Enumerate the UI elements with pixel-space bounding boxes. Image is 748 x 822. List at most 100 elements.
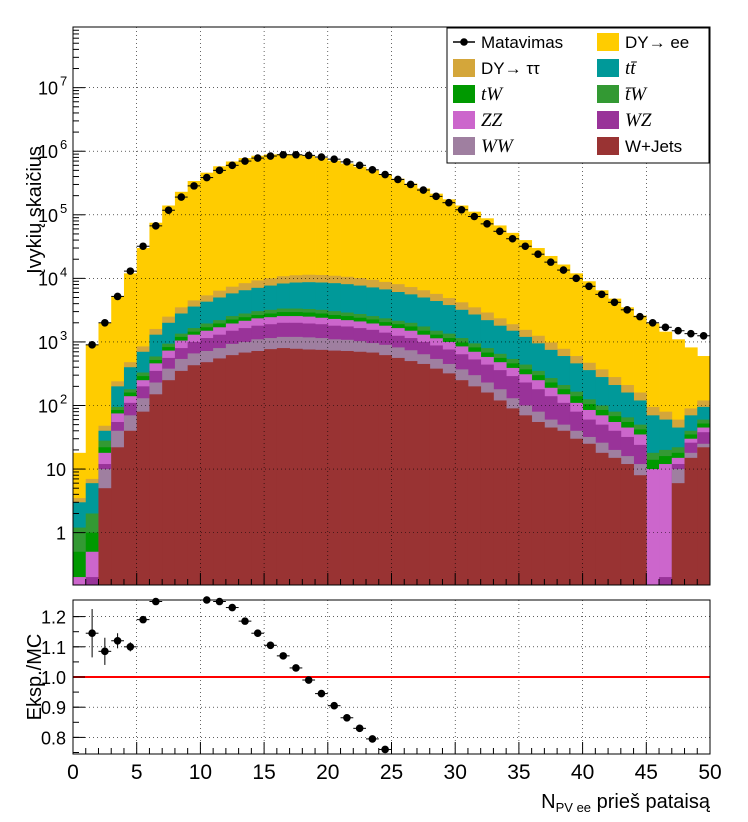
bar-wjets (162, 380, 176, 585)
x-tick-label: 20 (316, 761, 339, 784)
ratio-x-ticks: 0 5 10 15 20 25 30 35 40 45 50 (67, 742, 722, 784)
ratio-point (126, 643, 135, 651)
data-point (546, 258, 555, 266)
data-point (483, 220, 491, 228)
bar-zz (85, 551, 99, 585)
bar-wjets (416, 363, 431, 585)
data-point (432, 192, 440, 201)
data-point (610, 298, 619, 307)
x-tick-label: 25 (380, 761, 403, 784)
data-point (534, 250, 542, 258)
x-tick-label: 40 (571, 761, 594, 784)
legend-label-data: Matavimas (481, 33, 563, 52)
bar-wjets (671, 483, 685, 585)
legend-swatch-ttbar (597, 59, 619, 77)
data-point (343, 158, 351, 166)
data-point (215, 166, 224, 175)
data-point (355, 161, 364, 170)
data-point (521, 242, 530, 251)
x-tick-label: 5 (131, 761, 143, 784)
data-point (292, 150, 300, 159)
data-point (406, 180, 415, 189)
bar-wjets (429, 368, 443, 585)
legend-label-ttbar: tt̄ (625, 58, 637, 79)
legend-swatch-tw (453, 85, 475, 103)
data-point (419, 186, 428, 194)
bar-wjets (391, 357, 405, 585)
ratio-y-tick-label: 1.2 (41, 608, 66, 628)
bar-wjets (187, 365, 201, 585)
legend-label-zz: ZZ (481, 110, 503, 131)
main-data-points (85, 150, 710, 349)
bar-wjets (251, 350, 265, 585)
data-point (228, 161, 237, 170)
legend-label-dytt: DY→ ττ (481, 59, 540, 78)
data-point (495, 227, 504, 236)
ratio-point (368, 735, 377, 743)
x-tick-label: 30 (444, 761, 467, 784)
data-point (585, 282, 593, 291)
legend-swatch-wz (597, 111, 619, 129)
y-tick-label: 10 (46, 460, 66, 480)
x-tick-label: 45 (635, 761, 658, 784)
ratio-point (101, 647, 109, 656)
bar-wjets (315, 349, 329, 585)
y-tick-label: 10 (38, 142, 58, 162)
bar-wjets (544, 427, 558, 585)
bar-zz (659, 464, 673, 585)
bar-wjets (174, 370, 189, 585)
bar-wjets (200, 362, 214, 585)
legend: Matavimas DY→ ee DY→ ττ tt̄ tW t̄W ZZ WZ WW W+Jet… (446, 27, 710, 164)
bar-wjets (98, 488, 112, 585)
data-point (190, 182, 198, 190)
bar-wjets (518, 415, 533, 585)
data-point (381, 170, 389, 179)
ratio-y-tick-label: 0.9 (41, 698, 66, 718)
data-point (317, 153, 326, 161)
ratio-point (215, 597, 224, 606)
main-stack-bars (73, 154, 711, 586)
bar-wjets (289, 348, 303, 585)
x-tick-label: 15 (252, 761, 275, 784)
bar-wz (659, 577, 673, 585)
legend-swatch-wjets (597, 137, 619, 155)
bar-wjets (557, 430, 571, 585)
main-y-axis-title: Įvykių skaičius (24, 146, 46, 274)
bar-wz (85, 577, 99, 585)
bar-wjets (531, 421, 545, 585)
y-tick-exponent: 5 (60, 201, 67, 216)
y-tick-exponent: 4 (60, 264, 67, 279)
data-point (699, 331, 708, 340)
data-point (101, 318, 109, 327)
data-point (152, 222, 160, 230)
bar-wjets (442, 373, 456, 585)
data-point (572, 274, 581, 283)
ratio-point (343, 713, 351, 722)
ratio-point (279, 652, 288, 660)
bar-wjets (213, 358, 227, 585)
ratio-y-tick-label: 1.1 (41, 638, 66, 658)
stack-layer-wjets (98, 348, 711, 585)
legend-label-tw: tW (481, 84, 504, 105)
bar-wjets (353, 351, 367, 585)
y-tick-label: 1 (56, 524, 66, 544)
ratio-point (266, 641, 275, 650)
data-point (470, 212, 479, 221)
ratio-y-tick-label: 0.8 (41, 728, 66, 748)
ratio-point (317, 689, 326, 698)
data-point (457, 205, 466, 214)
bar-wjets (608, 457, 622, 585)
bar-wjets (697, 447, 711, 585)
ratio-point (113, 636, 122, 645)
bar-wjets (582, 443, 596, 585)
bar-wjets (569, 438, 583, 585)
y-tick-label: 10 (38, 206, 58, 226)
data-point (445, 198, 453, 207)
data-point (674, 326, 682, 335)
ratio-point (139, 615, 147, 624)
legend-swatch-zz (453, 111, 475, 129)
y-tick-label: 10 (38, 396, 58, 416)
bar-wjets (149, 394, 163, 585)
data-point (687, 329, 695, 338)
